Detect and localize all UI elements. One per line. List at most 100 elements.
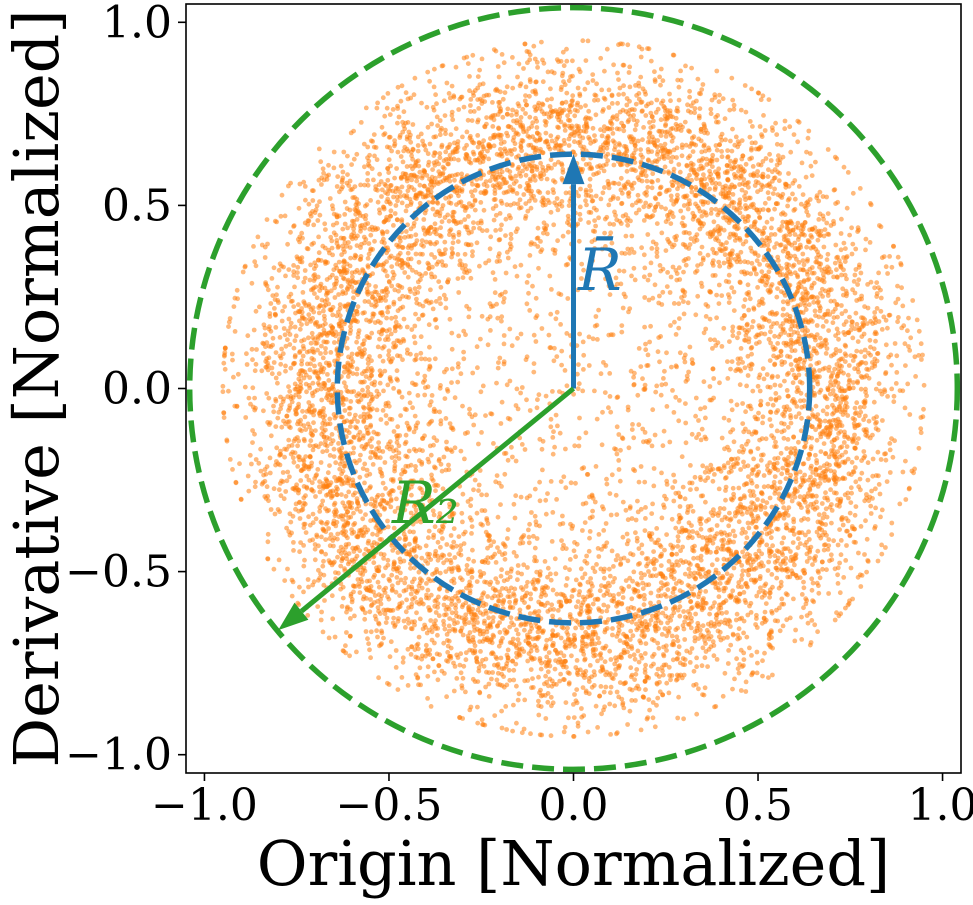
scatter-point	[554, 591, 560, 597]
scatter-point	[569, 653, 574, 659]
scatter-point	[698, 493, 704, 499]
scatter-point	[374, 407, 380, 413]
scatter-point	[447, 232, 452, 238]
scatter-point	[780, 623, 786, 629]
scatter-point	[320, 629, 326, 635]
scatter-point	[472, 207, 478, 213]
scatter-point	[454, 543, 459, 549]
scatter-point	[828, 298, 834, 304]
scatter-point	[498, 502, 503, 507]
scatter-point	[435, 632, 440, 638]
scatter-point	[289, 593, 295, 599]
scatter-point	[283, 489, 289, 494]
scatter-point	[343, 643, 348, 649]
scatter-point	[244, 362, 250, 367]
scatter-point	[399, 200, 405, 206]
scatter-point	[432, 221, 438, 227]
scatter-point	[350, 359, 356, 365]
scatter-point	[428, 704, 434, 709]
scatter-point	[810, 580, 816, 586]
scatter-point	[677, 504, 683, 509]
scatter-point	[731, 539, 736, 545]
scatter-point	[424, 581, 429, 586]
scatter-point	[524, 354, 530, 360]
scatter-point	[235, 296, 241, 302]
scatter-point	[641, 125, 646, 130]
scatter-point	[601, 528, 607, 533]
scatter-point	[528, 667, 534, 672]
scatter-point	[277, 335, 283, 340]
scatter-point	[658, 133, 664, 139]
scatter-point	[643, 505, 648, 510]
scatter-point	[481, 663, 487, 669]
scatter-point	[505, 255, 511, 261]
scatter-point	[235, 371, 241, 377]
scatter-point	[676, 694, 681, 700]
scatter-point	[349, 351, 355, 357]
scatter-point	[580, 575, 585, 581]
scatter-point	[741, 304, 747, 309]
scatter-point	[620, 305, 626, 311]
scatter-point	[670, 657, 676, 663]
scatter-point	[633, 101, 639, 107]
scatter-point	[543, 393, 549, 399]
scatter-point	[366, 299, 372, 305]
scatter-point	[807, 486, 813, 492]
scatter-point	[495, 580, 500, 585]
scatter-point	[638, 464, 644, 469]
scatter-point	[440, 486, 446, 492]
scatter-point	[368, 597, 373, 602]
scatter-point	[573, 625, 578, 631]
scatter-point	[348, 324, 353, 330]
scatter-point	[567, 671, 572, 676]
scatter-point	[699, 567, 705, 572]
scatter-point	[306, 335, 311, 341]
scatter-point	[535, 397, 540, 403]
scatter-point	[331, 412, 337, 417]
scatter-point	[713, 114, 719, 120]
scatter-point	[536, 712, 542, 718]
scatter-point	[755, 463, 761, 469]
scatter-point	[702, 478, 708, 483]
scatter-point	[471, 487, 476, 493]
scatter-point	[616, 77, 621, 82]
scatter-point	[442, 396, 448, 401]
scatter-point	[613, 492, 619, 498]
scatter-point	[671, 610, 677, 616]
scatter-point	[403, 432, 409, 438]
scatter-point	[429, 121, 434, 127]
scatter-point	[711, 219, 717, 225]
scatter-point	[534, 645, 539, 650]
scatter-point	[435, 123, 440, 128]
scatter-point	[640, 86, 646, 92]
scatter-point	[329, 245, 335, 251]
scatter-point	[832, 566, 838, 572]
scatter-point	[363, 629, 369, 634]
scatter-point	[452, 445, 458, 451]
scatter-point	[381, 205, 387, 210]
scatter-point	[606, 405, 611, 411]
scatter-point	[542, 559, 548, 564]
scatter-point	[323, 551, 328, 557]
scatter-point	[511, 501, 517, 507]
scatter-point	[799, 517, 804, 523]
scatter-point	[536, 265, 541, 271]
scatter-point	[405, 188, 411, 194]
scatter-point	[633, 530, 638, 536]
scatter-point	[464, 142, 469, 148]
scatter-point	[418, 356, 424, 362]
scatter-point	[595, 337, 600, 342]
scatter-point	[845, 170, 851, 175]
scatter-point	[590, 336, 596, 342]
scatter-point	[811, 270, 817, 276]
scatter-point	[642, 295, 648, 300]
scatter-point	[545, 190, 551, 196]
scatter-point	[365, 636, 370, 642]
scatter-point	[512, 264, 518, 270]
scatter-point	[394, 261, 400, 267]
scatter-point	[413, 311, 418, 317]
scatter-point	[432, 66, 437, 72]
scatter-point	[575, 720, 581, 726]
scatter-point	[885, 394, 890, 399]
scatter-point	[492, 277, 498, 282]
